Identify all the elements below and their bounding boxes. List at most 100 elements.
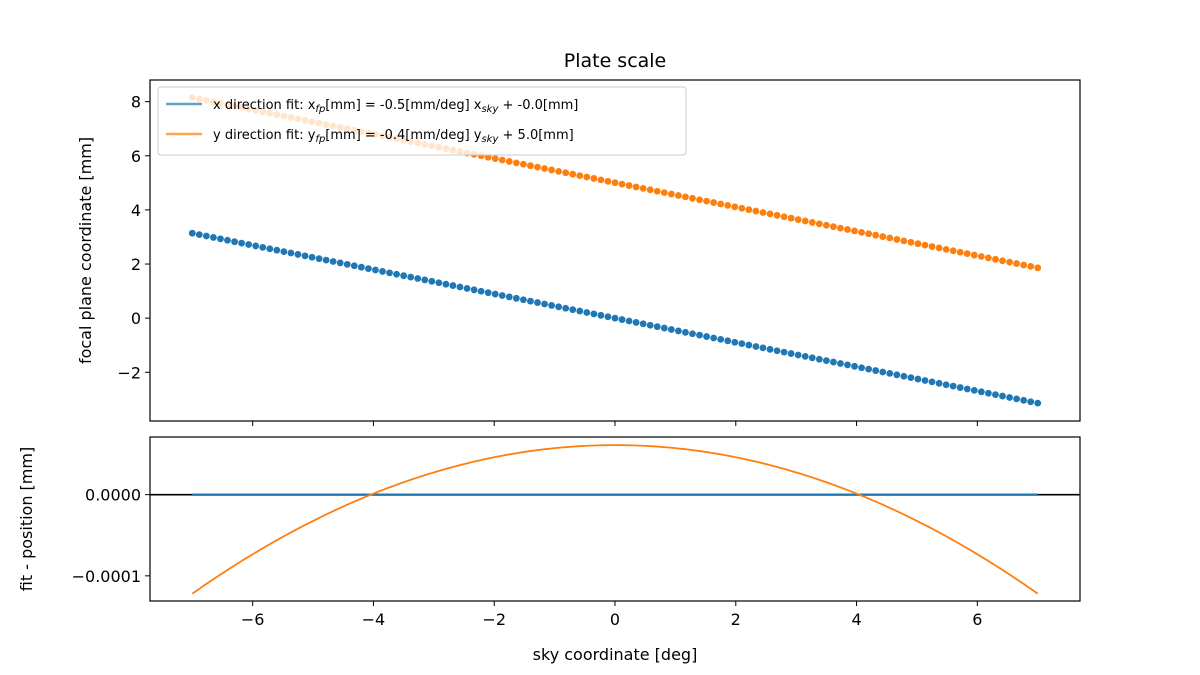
data-point bbox=[576, 307, 584, 315]
data-point bbox=[498, 292, 506, 299]
data-point bbox=[935, 379, 943, 387]
legend-y-part2: [mm] = -0.4[mm/deg] y bbox=[325, 128, 481, 143]
data-point bbox=[618, 180, 626, 188]
data-point bbox=[329, 258, 337, 265]
data-point bbox=[766, 210, 774, 218]
data-point bbox=[801, 217, 809, 225]
y-tick-label: −0.0001 bbox=[72, 567, 141, 586]
data-point bbox=[294, 251, 302, 258]
data-point bbox=[752, 343, 760, 350]
data-point bbox=[851, 362, 858, 370]
y-tick-label: −2 bbox=[117, 363, 141, 382]
data-point bbox=[463, 285, 471, 292]
data-point bbox=[386, 269, 393, 277]
data-point bbox=[520, 160, 527, 168]
data-point bbox=[618, 316, 626, 323]
data-point bbox=[1034, 399, 1042, 407]
data-point bbox=[555, 167, 563, 175]
x-tick-label: −2 bbox=[482, 610, 506, 629]
data-point bbox=[844, 226, 851, 233]
data-point bbox=[696, 196, 703, 204]
data-point bbox=[343, 260, 351, 268]
data-point bbox=[569, 306, 577, 314]
data-point bbox=[815, 220, 823, 228]
legend-x-sub2: sky bbox=[481, 104, 499, 115]
legend-x-part1: x direction fit: x bbox=[213, 98, 316, 113]
x-tick-label: 4 bbox=[851, 610, 861, 629]
data-point bbox=[851, 227, 858, 235]
data-point bbox=[900, 237, 908, 245]
data-point bbox=[682, 328, 689, 336]
data-point bbox=[646, 186, 654, 194]
data-point bbox=[562, 169, 570, 177]
data-point bbox=[512, 159, 520, 167]
data-point bbox=[273, 246, 281, 254]
y-tick-label: 8 bbox=[131, 93, 141, 112]
y-tick-label: 0.0000 bbox=[85, 486, 141, 505]
data-point bbox=[498, 156, 506, 164]
top-panel: Plate scale −2 0 2 4 6 8 focal plane coordina… bbox=[76, 50, 1081, 426]
data-point bbox=[1020, 261, 1028, 269]
data-point bbox=[858, 364, 865, 372]
data-point bbox=[1013, 260, 1020, 267]
data-point bbox=[583, 173, 591, 181]
data-point bbox=[259, 243, 267, 251]
data-point bbox=[837, 224, 844, 232]
data-point bbox=[872, 231, 880, 239]
data-point bbox=[675, 192, 682, 199]
y-tick-label: 6 bbox=[131, 147, 141, 166]
data-point bbox=[224, 236, 231, 244]
data-point bbox=[435, 279, 443, 287]
legend-entry-x-fit: x direction fit: xfp[mm] = -0.5[mm/deg] … bbox=[213, 98, 578, 115]
data-point bbox=[886, 234, 894, 242]
data-point bbox=[865, 365, 873, 373]
data-point bbox=[731, 338, 739, 346]
y-tick-label: 0 bbox=[131, 309, 141, 328]
data-point bbox=[188, 229, 196, 237]
data-point bbox=[653, 323, 661, 331]
data-point bbox=[766, 345, 774, 353]
data-point bbox=[639, 320, 647, 328]
data-point bbox=[985, 254, 992, 262]
data-point bbox=[315, 255, 323, 263]
data-point bbox=[780, 348, 788, 356]
data-point bbox=[682, 193, 689, 201]
data-point bbox=[632, 183, 640, 191]
data-point bbox=[928, 378, 936, 386]
data-point bbox=[724, 202, 732, 209]
data-point bbox=[534, 299, 541, 306]
data-point bbox=[583, 309, 591, 316]
data-point bbox=[210, 234, 217, 241]
data-point bbox=[717, 336, 725, 343]
legend-y-part3: + 5.0[mm] bbox=[498, 128, 573, 143]
data-point bbox=[787, 350, 795, 357]
data-point bbox=[745, 341, 753, 349]
x-tick-label: −4 bbox=[362, 610, 386, 629]
data-point bbox=[576, 172, 584, 180]
data-point bbox=[830, 223, 837, 231]
data-point bbox=[569, 170, 577, 178]
data-point bbox=[280, 248, 288, 255]
data-point bbox=[470, 286, 478, 294]
data-point bbox=[724, 337, 732, 345]
data-point bbox=[379, 268, 386, 275]
series-x-points bbox=[188, 229, 1042, 407]
data-point bbox=[484, 289, 492, 297]
legend-x-sub1: fp bbox=[315, 104, 325, 115]
data-point bbox=[780, 213, 788, 221]
data-point bbox=[858, 228, 865, 236]
data-point bbox=[505, 293, 513, 301]
data-point bbox=[625, 182, 633, 189]
data-point bbox=[541, 300, 548, 308]
legend: x direction fit: xfp[mm] = -0.5[mm/deg] … bbox=[157, 86, 687, 156]
x-tick-label: 6 bbox=[972, 610, 982, 629]
data-point bbox=[935, 244, 943, 252]
data-point bbox=[710, 334, 718, 342]
data-point bbox=[696, 331, 703, 339]
top-ticks: −2 0 2 4 6 8 bbox=[117, 93, 978, 426]
data-point bbox=[738, 204, 746, 212]
data-point bbox=[675, 327, 682, 335]
data-point bbox=[590, 175, 598, 182]
data-point bbox=[970, 386, 978, 394]
data-point bbox=[977, 253, 985, 260]
